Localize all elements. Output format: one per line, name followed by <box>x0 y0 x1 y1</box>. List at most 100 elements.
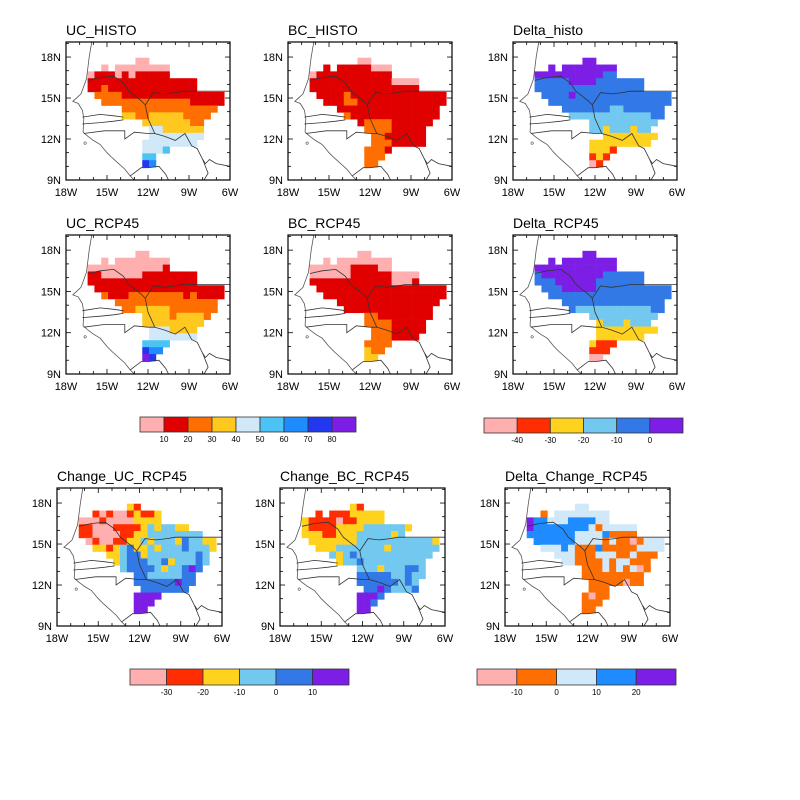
grid-cell <box>377 347 386 355</box>
grid-cell <box>609 319 617 327</box>
grid-cell <box>398 319 406 327</box>
grid-cell <box>384 132 392 140</box>
grid-cell <box>561 105 570 113</box>
grid-cell <box>568 257 576 265</box>
grid-cell <box>343 105 351 113</box>
grid-cell <box>364 271 372 279</box>
grid-cell <box>602 565 610 573</box>
grid-cell <box>188 544 196 552</box>
grid-cell <box>630 139 638 147</box>
grid-cell <box>336 292 345 300</box>
grid-cell <box>94 91 102 99</box>
grid-cell <box>371 64 379 72</box>
country-border <box>202 353 209 374</box>
grid-cell <box>329 551 337 559</box>
colorbar-label: 50 <box>256 435 265 444</box>
grid-cell <box>582 91 590 99</box>
grid-cell <box>602 326 611 334</box>
grid-cell <box>643 105 652 113</box>
grid-cell <box>575 257 583 265</box>
grid-cell <box>190 91 198 99</box>
grid-cell <box>349 551 358 559</box>
grid-cell <box>554 551 562 559</box>
grid-cell <box>94 271 102 279</box>
grid-cell <box>168 537 176 545</box>
grid-cell <box>555 98 563 106</box>
grid-cell <box>567 517 576 525</box>
grid-cell <box>154 565 162 573</box>
grid-cell <box>391 319 399 327</box>
y-tick-label: 15N <box>488 93 508 105</box>
grid-cell <box>609 312 617 320</box>
grid-cell <box>391 78 399 86</box>
grid-cell <box>113 510 121 518</box>
grid-cell <box>657 105 665 113</box>
grid-cell <box>343 64 351 72</box>
grid-cell <box>330 78 338 86</box>
country-border <box>529 113 571 118</box>
grid-cell <box>162 119 170 127</box>
grid-cell <box>412 91 420 99</box>
grid-cell <box>190 319 198 327</box>
colorbar-label: 70 <box>304 435 313 444</box>
grid-cell <box>397 572 406 580</box>
grid-cell <box>574 524 583 532</box>
grid-cell <box>114 299 123 307</box>
grid-cell <box>316 71 324 79</box>
grid-cell <box>567 524 576 532</box>
grid-cell <box>119 537 128 545</box>
grid-cell <box>195 565 203 573</box>
grid-cell <box>364 98 372 106</box>
grid-cell <box>636 572 644 580</box>
grid-cell <box>162 146 170 154</box>
panel-title: BC_HISTO <box>288 22 358 38</box>
grid-cell <box>349 524 358 532</box>
colorbar-label: 10 <box>308 688 317 697</box>
grid-cell <box>119 524 128 532</box>
grid-cell <box>554 531 562 539</box>
grid-cell <box>643 319 652 327</box>
grid-cell <box>370 544 378 552</box>
grid-cell <box>162 340 170 348</box>
grid-cell <box>147 524 155 532</box>
grid-cell <box>174 565 183 573</box>
grid-cell <box>155 71 164 79</box>
grid-cell <box>336 78 345 86</box>
country-border <box>304 307 346 312</box>
grid-cell <box>664 285 672 293</box>
grid-cell <box>567 558 576 566</box>
grid-cell <box>404 544 413 552</box>
grid-cell <box>121 257 129 265</box>
colorbar-box <box>139 416 165 433</box>
y-tick-label: 9N <box>486 621 500 633</box>
grid-cell <box>397 551 406 559</box>
grid-cell <box>650 551 658 559</box>
grid-cell <box>616 292 624 300</box>
grid-cell <box>609 146 617 154</box>
grid-cell <box>196 91 205 99</box>
grid-cell <box>106 537 114 545</box>
grid-cell <box>602 558 610 566</box>
grid-cell <box>616 305 624 314</box>
grid-cell <box>596 292 604 300</box>
grid-cell <box>412 105 420 113</box>
grid-cell <box>636 551 644 559</box>
country-border <box>82 313 124 318</box>
grid-cell <box>114 91 123 99</box>
grid-cell <box>623 285 631 293</box>
grid-cell <box>343 271 351 279</box>
grid-cell <box>609 71 617 79</box>
grid-cell <box>425 299 433 307</box>
grid-cell <box>397 531 406 539</box>
grid-cell <box>588 578 596 586</box>
grid-cell <box>149 347 157 355</box>
grid-cell <box>336 271 345 279</box>
grid-cell <box>629 551 638 559</box>
grid-cell <box>637 85 645 93</box>
map-panel: 18W 15W 12W 9W 6W18N15N12N9NDelta_Change_RCP… <box>480 468 679 645</box>
grid-cell <box>404 551 413 559</box>
grid-cell <box>168 578 176 586</box>
grid-cell <box>126 544 135 552</box>
y-tick-label: 12N <box>488 328 508 340</box>
grid-cell <box>575 292 583 300</box>
